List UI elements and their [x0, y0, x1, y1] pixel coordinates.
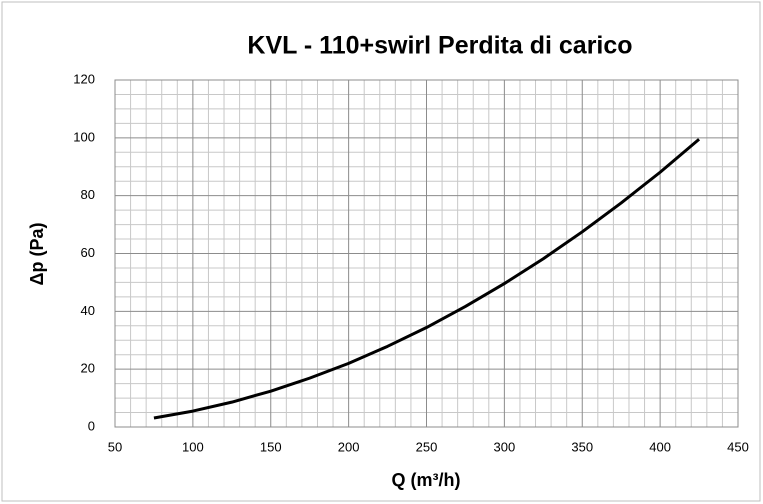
x-tick-label: 450: [727, 439, 749, 454]
x-axis-title: Q (m³/h): [392, 470, 461, 490]
x-tick-label: 350: [571, 439, 593, 454]
y-tick-label: 60: [81, 245, 95, 260]
y-tick-label: 80: [81, 187, 95, 202]
y-tick-label: 40: [81, 303, 95, 318]
chart-title: KVL - 110+swirl Perdita di carico: [247, 32, 632, 60]
plot-border: [114, 79, 739, 428]
x-tick-label: 200: [338, 439, 360, 454]
x-tick-label: 150: [260, 439, 282, 454]
y-tick-label: 120: [73, 71, 95, 86]
data-line: [153, 138, 701, 420]
x-tick-label: 300: [494, 439, 516, 454]
y-axis-title: Δp (Pa): [27, 223, 47, 286]
x-tick-label: 250: [416, 439, 438, 454]
x-tick-label: 100: [182, 439, 204, 454]
y-tick-label: 100: [73, 129, 95, 144]
y-tick-label: 0: [88, 418, 95, 433]
x-tick-label: 400: [649, 439, 671, 454]
y-tick-label: 20: [81, 361, 95, 376]
x-tick-label: 50: [108, 439, 122, 454]
